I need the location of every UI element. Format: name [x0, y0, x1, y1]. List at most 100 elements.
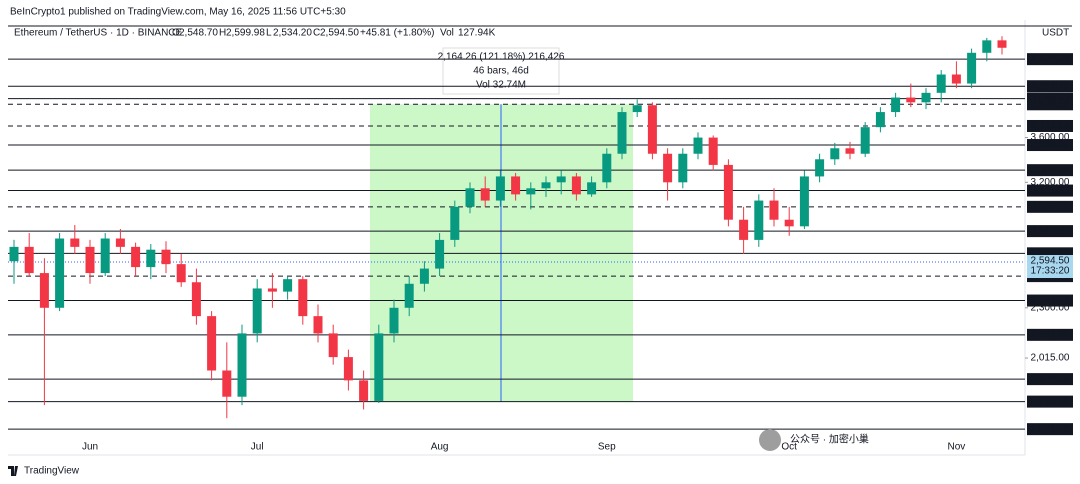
ohlc-value: 2,599.98 — [226, 28, 265, 39]
candle-body — [511, 176, 521, 195]
candle-body — [891, 97, 901, 113]
candle-body — [252, 288, 262, 334]
candle-body — [936, 74, 946, 93]
candle-body — [237, 333, 247, 397]
candle-body — [191, 282, 201, 317]
level-label: 2,141.88 — [1031, 329, 1070, 340]
candle-body — [85, 246, 95, 274]
level-label-bg — [1027, 53, 1073, 66]
level-label-bg — [1027, 164, 1073, 177]
candle-body — [435, 239, 445, 269]
candle-body — [723, 164, 733, 220]
candle-body — [830, 148, 840, 160]
currency: USDT — [1042, 28, 1069, 39]
level-label-bg — [1027, 200, 1073, 213]
candle-body — [799, 176, 809, 227]
x-tick-label: Oct — [781, 442, 797, 453]
candle-body — [967, 52, 977, 84]
level-label: 3,303.98 — [1031, 165, 1070, 176]
ohlc-value: 2,548.70 — [179, 28, 218, 39]
level-label-bg — [1027, 395, 1073, 408]
candle-body — [875, 112, 885, 128]
y-tick-label: 2,015.00 — [1031, 353, 1070, 364]
candle-body — [115, 238, 125, 247]
candle-body — [997, 40, 1007, 48]
level-label-bg — [1027, 328, 1073, 341]
y-tick-label: 3,200.00 — [1031, 177, 1070, 188]
candle-body — [131, 246, 141, 268]
candle-body — [602, 153, 612, 183]
current-price-label: 2,594.50 — [1031, 256, 1070, 267]
candle-body — [663, 153, 673, 183]
candle-body — [815, 159, 825, 177]
ohlc-key: H — [219, 28, 226, 39]
level-label: 1,796.68 — [1031, 396, 1070, 407]
candle-body — [951, 74, 961, 84]
volume: 127.94K — [458, 28, 496, 39]
candle-body — [587, 182, 597, 195]
level-label: 4,425.49 — [1031, 54, 1070, 65]
candle-body — [906, 97, 916, 103]
candle-body — [374, 333, 384, 401]
candle-body — [176, 264, 186, 283]
candle-body — [55, 238, 65, 308]
candle-body — [526, 188, 536, 195]
candle-body — [450, 206, 460, 240]
x-tick-label: Jun — [82, 442, 98, 453]
candle-body — [845, 148, 855, 154]
level-label: 4,121.11 — [1031, 81, 1070, 92]
measure-text: 46 bars, 46d — [473, 66, 529, 77]
candle-body — [754, 200, 764, 240]
y-tick-label: 2,300.00 — [1031, 302, 1070, 313]
watermark-icon — [759, 429, 781, 451]
candle-body — [860, 127, 870, 154]
current-price-bg — [1027, 255, 1073, 279]
candle-body — [784, 219, 794, 227]
level-label: 2,344.21 — [1031, 295, 1070, 306]
candle-body — [222, 370, 232, 397]
level-label-bg — [1027, 373, 1073, 386]
candle-body — [739, 219, 749, 240]
x-tick-label: Jul — [251, 442, 264, 453]
candle-body — [389, 307, 399, 334]
level-label-bg — [1027, 184, 1073, 197]
watermark: 公众号 · 加密小巢 — [790, 433, 869, 446]
candle-body — [693, 137, 703, 154]
candle-body — [267, 288, 277, 292]
x-tick-label: Aug — [431, 442, 449, 453]
level-label-bg — [1027, 98, 1073, 111]
candle-body — [556, 176, 566, 183]
countdown: 17:33:20 — [1031, 266, 1070, 277]
ohlc-key: L — [266, 28, 272, 39]
level-label: 3,929.58 — [1031, 99, 1070, 110]
ohlc-value: 2,594.50 — [320, 28, 359, 39]
candle-body — [9, 246, 19, 262]
candle-body — [343, 357, 353, 381]
candle-body — [404, 283, 414, 308]
candle-body — [207, 316, 217, 371]
candle-body — [328, 333, 338, 358]
ohlc-value: 2,534.20 — [273, 28, 312, 39]
ohlc-key: C — [313, 28, 320, 39]
candle-body — [283, 279, 293, 292]
level-label-bg — [1027, 294, 1073, 307]
candle-body — [70, 238, 80, 247]
level-label: 3,000.00 — [1031, 201, 1070, 212]
candle-body — [769, 200, 779, 220]
candle-body — [982, 40, 992, 53]
level-label: 3,131.33 — [1031, 185, 1070, 196]
measure-text: Vol 32.74M — [476, 80, 526, 91]
candle-body — [39, 273, 49, 308]
candle-body — [495, 176, 505, 201]
measure-text: 2,164.26 (121.18%) 216,426 — [438, 52, 565, 63]
candle-body — [571, 176, 581, 195]
level-label-bg — [1027, 225, 1073, 238]
candle-body — [298, 279, 308, 317]
volume-key: Vol — [440, 28, 454, 39]
level-label: 2,814.37 — [1031, 226, 1070, 237]
candle-body — [313, 316, 323, 334]
candle-body — [465, 188, 475, 207]
level-label: 1,671.08 — [1031, 424, 1070, 435]
